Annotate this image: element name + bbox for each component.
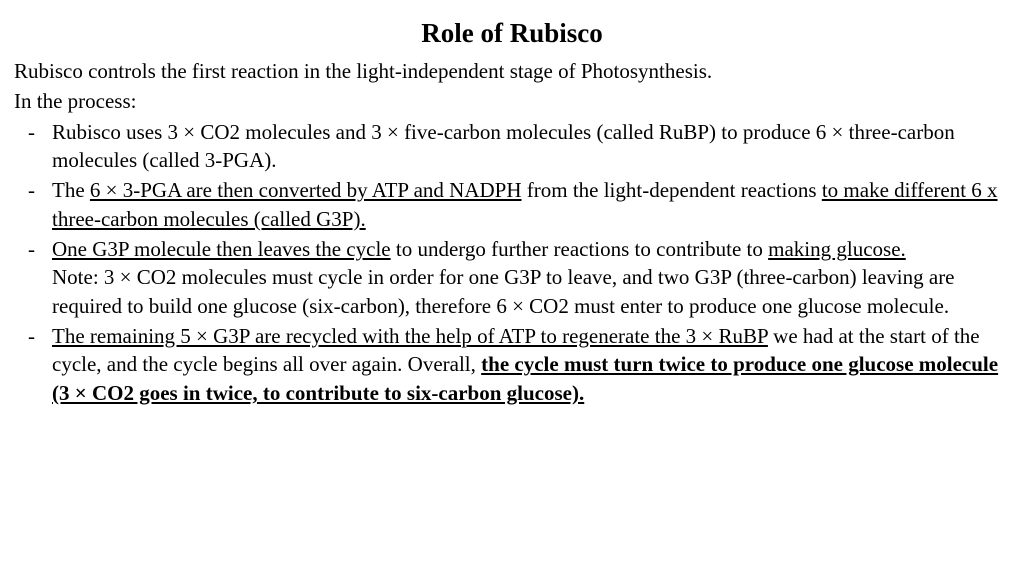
bullet-4: The remaining 5 × G3P are recycled with … xyxy=(14,322,1010,407)
bullet-2-pre: The xyxy=(52,178,90,202)
process-list: Rubisco uses 3 × CO2 molecules and 3 × f… xyxy=(14,118,1010,407)
bullet-3-note: Note: 3 × CO2 molecules must cycle in or… xyxy=(52,263,1010,320)
bullet-3-underline-2: making glucose. xyxy=(768,237,906,261)
intro-line-2: In the process: xyxy=(14,87,1010,115)
bullet-1: Rubisco uses 3 × CO2 molecules and 3 × f… xyxy=(14,118,1010,175)
bullet-1-text: Rubisco uses 3 × CO2 molecules and 3 × f… xyxy=(52,120,955,172)
bullet-3-mid: to undergo further reactions to contribu… xyxy=(391,237,769,261)
intro-line-1: Rubisco controls the first reaction in t… xyxy=(14,57,1010,85)
bullet-2: The 6 × 3-PGA are then converted by ATP … xyxy=(14,176,1010,233)
bullet-4-underline-1: The remaining 5 × G3P are recycled with … xyxy=(52,324,768,348)
page-title: Role of Rubisco xyxy=(14,18,1010,49)
bullet-3-underline-1: One G3P molecule then leaves the cycle xyxy=(52,237,391,261)
bullet-3: One G3P molecule then leaves the cycle t… xyxy=(14,235,1010,320)
bullet-2-mid: from the light-dependent reactions xyxy=(522,178,822,202)
bullet-2-underline-1: 6 × 3-PGA are then converted by ATP and … xyxy=(90,178,522,202)
